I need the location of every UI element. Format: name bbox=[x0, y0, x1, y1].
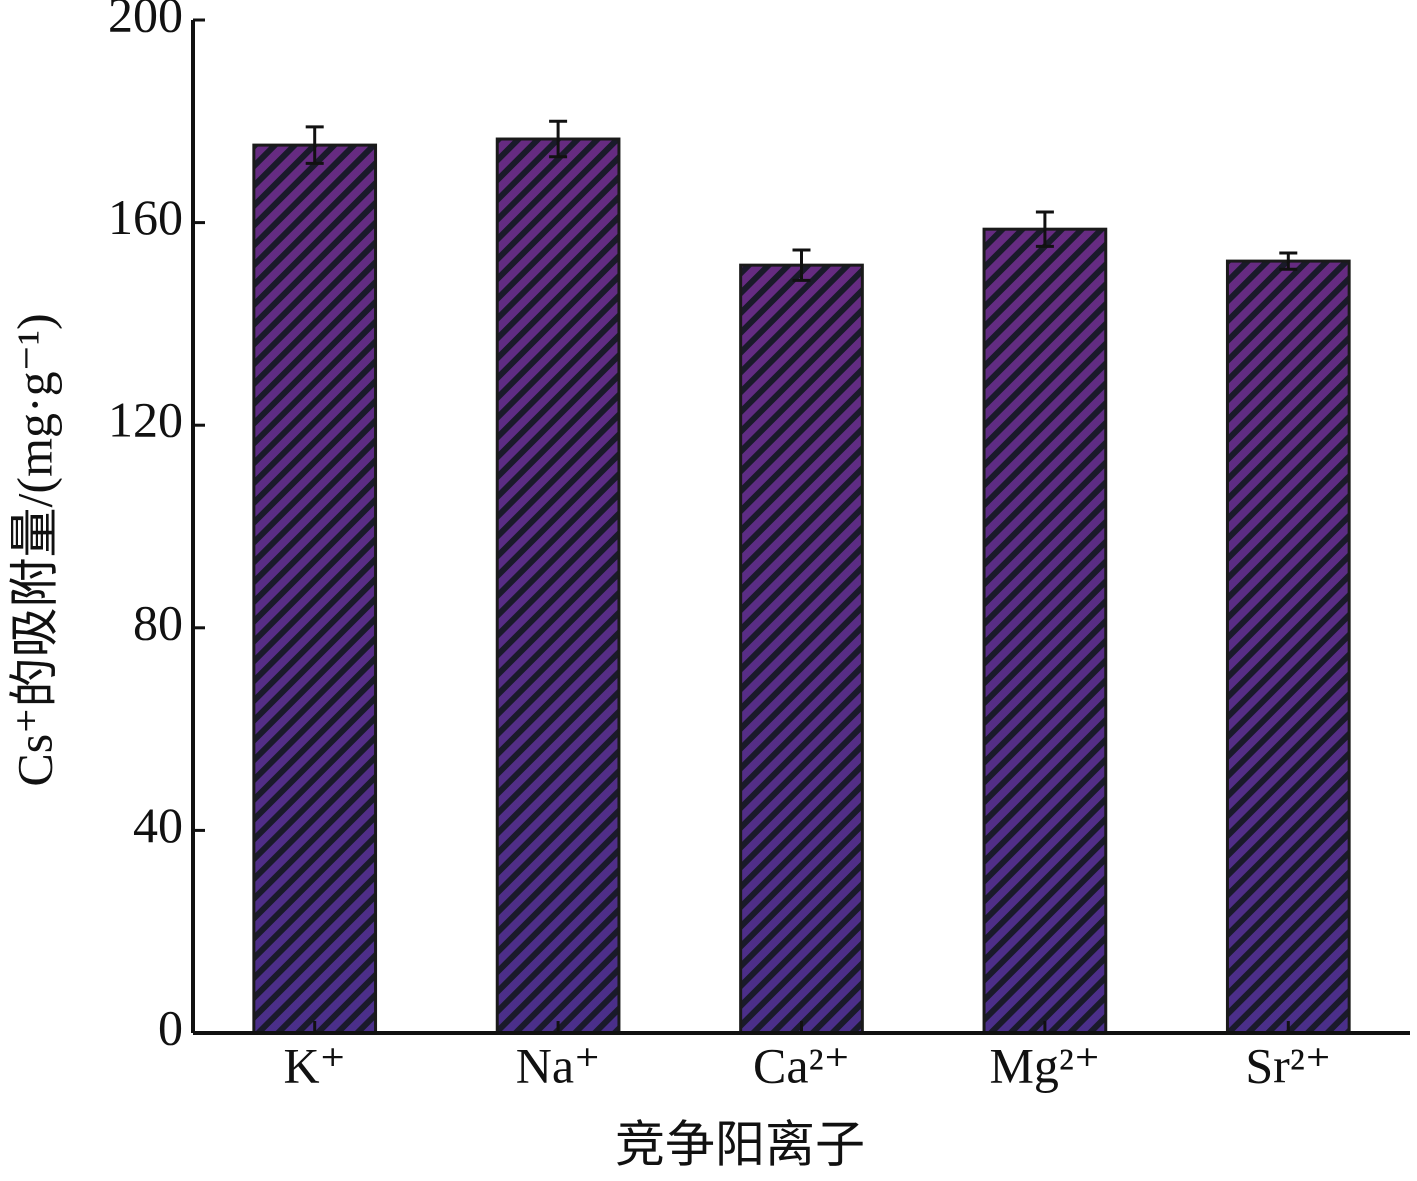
y-tick-label: 40 bbox=[133, 797, 183, 853]
y-axis-label: Cs⁺的吸附量/(mg·g⁻¹) bbox=[6, 313, 62, 786]
bar-pattern bbox=[252, 143, 378, 1035]
y-tick-label: 200 bbox=[108, 0, 183, 42]
y-tick-label: 80 bbox=[133, 594, 183, 650]
x-tick-label: Na⁺ bbox=[516, 1037, 601, 1093]
bar-pattern bbox=[739, 263, 864, 1035]
x-tick-label: Ca²⁺ bbox=[753, 1037, 850, 1093]
y-tick-label: 160 bbox=[108, 189, 183, 245]
error-bar bbox=[549, 119, 568, 159]
y-tick-label: 0 bbox=[158, 999, 183, 1055]
bar-pattern bbox=[1225, 259, 1351, 1035]
x-tick-label: K⁺ bbox=[283, 1037, 346, 1093]
y-tick-label: 120 bbox=[108, 392, 183, 448]
bar-pattern bbox=[495, 137, 621, 1035]
x-axis-label: 竞争阳离子 bbox=[615, 1116, 865, 1172]
error-bar bbox=[792, 248, 811, 282]
bar-pattern bbox=[982, 227, 1108, 1035]
error-bar bbox=[1035, 210, 1054, 248]
error-bar bbox=[305, 125, 324, 165]
x-tick-label: Mg²⁺ bbox=[989, 1037, 1100, 1093]
error-bar bbox=[1279, 251, 1298, 271]
x-tick-label: Sr²⁺ bbox=[1245, 1037, 1331, 1093]
